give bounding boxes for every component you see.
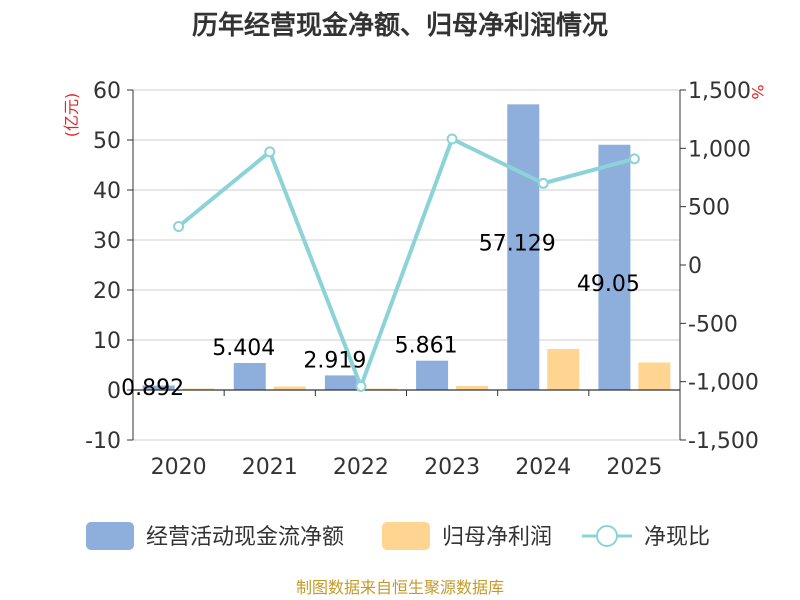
bar-cashflow (598, 144, 631, 390)
data-label-cashflow: 0.892 (121, 376, 184, 401)
legend-swatch-ratio-marker (596, 525, 618, 547)
legend-label-net-profit: 归母净利润 (442, 525, 552, 550)
right-tick-label: 0 (688, 254, 702, 279)
data-label-cashflow: 57.129 (479, 231, 556, 256)
data-label-cashflow: 5.861 (395, 334, 458, 359)
right-tick-label: 1,000 (688, 137, 751, 162)
axes: 60 50 40 30 20 10 0 -10 1,500 1,000 500 0 -500 -1,000… (85, 79, 759, 480)
left-tick-label: 20 (93, 279, 121, 304)
right-tick-label: 1,500 (688, 79, 751, 104)
left-tick-label: -10 (85, 429, 121, 454)
ratio-line-path (177, 136, 635, 392)
right-tick-label: -500 (688, 312, 738, 337)
left-tick-label: 30 (93, 229, 121, 254)
x-tick-label: 2025 (606, 455, 662, 480)
ratio-line (173, 133, 640, 392)
x-tick-label: 2024 (515, 455, 571, 480)
bar-net-profit (456, 386, 489, 390)
right-tick-label: -1,000 (688, 371, 759, 396)
left-tick-label: 10 (93, 329, 121, 354)
legend-label-ratio: 净现比 (644, 525, 710, 550)
legend-label-cashflow: 经营活动现金流净额 (146, 525, 344, 550)
x-tick-label: 2020 (151, 455, 207, 480)
legend-swatch-cashflow (86, 522, 134, 550)
bar-net-profit (638, 362, 671, 390)
left-tick-label: 40 (93, 179, 121, 204)
ratio-point (446, 133, 458, 145)
ratio-point (264, 146, 276, 158)
right-axis-unit: % (748, 84, 767, 99)
right-tick-label: -1,500 (688, 429, 759, 454)
left-axis-unit: (亿元) (62, 93, 81, 138)
data-label-cashflow: 49.05 (577, 272, 640, 297)
data-labels: 0.892 5.404 2.919 5.861 57.129 49.05 (121, 231, 640, 401)
ratio-point (355, 380, 367, 392)
x-tick-label: 2021 (242, 455, 298, 480)
ratio-point (628, 153, 640, 165)
bar-cashflow (142, 385, 175, 390)
source-note: 制图数据来自恒生聚源数据库 (296, 578, 504, 597)
bar-cashflow (507, 104, 540, 390)
bar-net-profit (547, 349, 580, 390)
right-tick-label: 500 (688, 196, 730, 221)
left-tick-label: 60 (93, 79, 121, 104)
bar-cashflow (233, 362, 266, 390)
legend-swatch-net-profit (382, 522, 430, 550)
bar-net-profit (364, 388, 397, 390)
bar-cashflow (416, 360, 449, 390)
data-label-cashflow: 2.919 (303, 348, 366, 373)
ratio-point (537, 177, 549, 189)
bar-net-profit (273, 386, 306, 390)
left-tick-label: 50 (93, 129, 121, 154)
x-tick-label: 2022 (333, 455, 389, 480)
bars (142, 104, 671, 390)
bar-net-profit (182, 388, 215, 390)
left-tick-label: 0 (107, 379, 121, 404)
chart-title: 历年经营现金净额、归母净利润情况 (192, 10, 608, 41)
bar-cashflow (324, 375, 357, 390)
legend: 经营活动现金流净额 归母净利润 净现比 (86, 522, 710, 550)
x-tick-label: 2023 (424, 455, 480, 480)
ratio-point (173, 221, 185, 232)
data-label-cashflow: 5.404 (212, 336, 275, 361)
